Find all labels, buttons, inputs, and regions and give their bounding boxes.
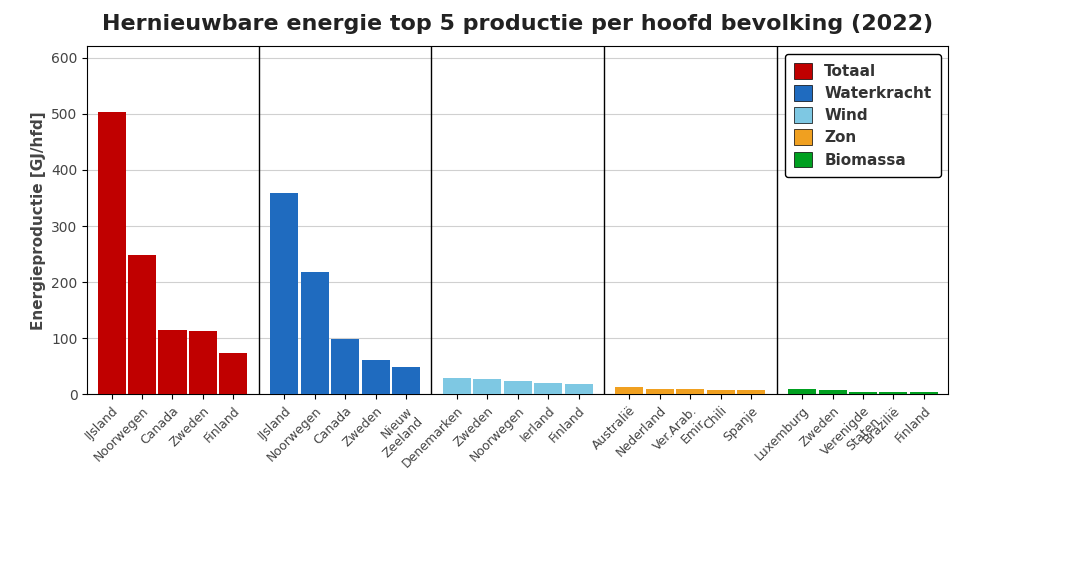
Bar xyxy=(646,389,674,394)
Bar xyxy=(128,255,156,394)
Bar xyxy=(565,385,593,394)
Bar xyxy=(473,379,501,394)
Bar xyxy=(219,353,247,394)
Bar xyxy=(158,330,186,394)
Bar xyxy=(910,392,937,394)
Bar xyxy=(392,367,420,394)
Bar xyxy=(443,378,471,394)
Bar xyxy=(98,112,125,394)
Bar xyxy=(504,381,532,394)
Bar xyxy=(849,392,877,394)
Bar xyxy=(270,194,299,394)
Bar xyxy=(737,390,765,394)
Bar xyxy=(819,390,847,394)
Title: Hernieuwbare energie top 5 productie per hoofd bevolking (2022): Hernieuwbare energie top 5 productie per… xyxy=(102,14,933,34)
Bar xyxy=(362,360,389,394)
Bar xyxy=(616,387,643,394)
Bar xyxy=(677,389,704,394)
Bar xyxy=(301,272,329,394)
Bar xyxy=(788,389,816,394)
Bar xyxy=(534,383,562,394)
Bar xyxy=(706,390,735,394)
Bar xyxy=(331,339,359,394)
Y-axis label: Energieproductie [GJ/hfd]: Energieproductie [GJ/hfd] xyxy=(31,111,46,329)
Legend: Totaal, Waterkracht, Wind, Zon, Biomassa: Totaal, Waterkracht, Wind, Zon, Biomassa xyxy=(785,54,941,177)
Bar xyxy=(880,392,908,394)
Bar xyxy=(189,331,217,394)
